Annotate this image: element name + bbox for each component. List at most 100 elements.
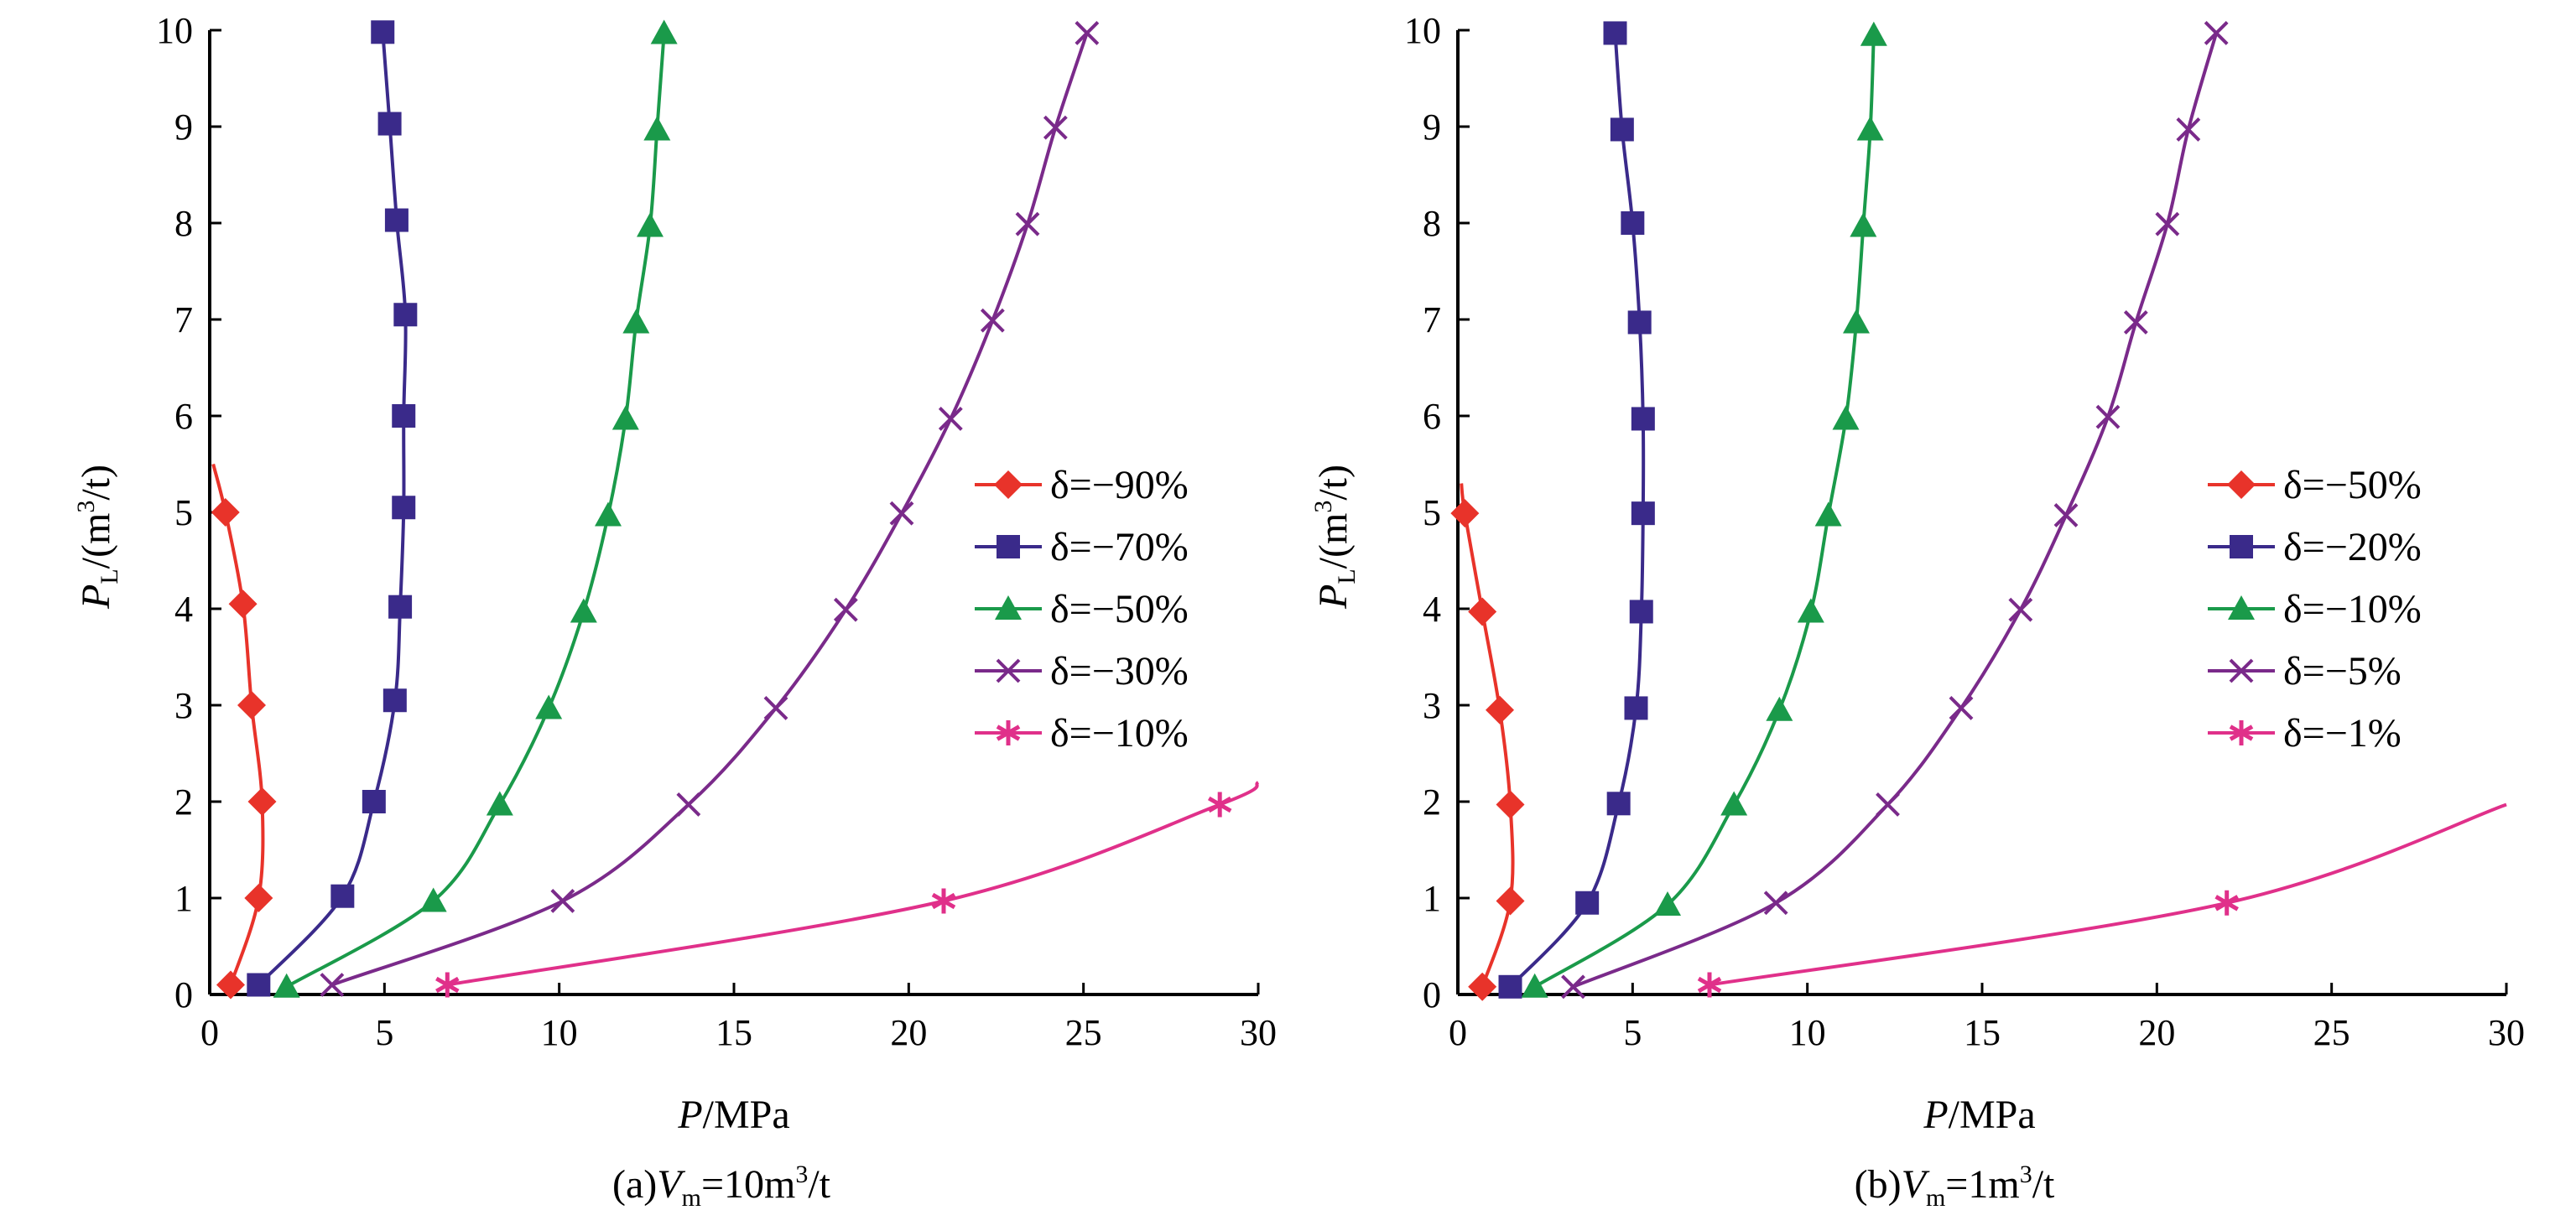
legend-label: δ=−30% — [1050, 649, 1189, 693]
data-point — [2095, 404, 2121, 429]
legend-entry: δ=−5% — [2208, 649, 2402, 693]
data-point — [2008, 597, 2033, 622]
data-point — [371, 20, 395, 44]
data-point — [1797, 598, 1824, 623]
data-point — [362, 790, 386, 813]
data-point — [1450, 499, 1480, 528]
series-line — [1709, 802, 2507, 987]
series-a-2 — [273, 19, 678, 998]
x-tick-label: 30 — [1240, 1012, 1277, 1053]
series-line — [285, 33, 666, 989]
x-tick-label: 25 — [1065, 1012, 1102, 1053]
series-a-0 — [211, 464, 277, 1000]
data-point — [228, 589, 258, 619]
y-tick-label: 1 — [1423, 878, 1441, 919]
data-point — [1207, 792, 1232, 818]
data-point — [1856, 116, 1884, 141]
data-point — [595, 501, 622, 527]
data-point — [247, 973, 271, 997]
data-point — [763, 696, 788, 720]
data-point — [643, 116, 671, 141]
plot-area-b: 0 1 2 3 4 5 6 7 8 9 10 0 5 10 15 20 25 30 δ=−50% δ=−20% δ=−1… — [1404, 10, 2525, 1053]
series-b-2 — [1521, 21, 1887, 998]
legend-entry: δ=−50% — [2208, 463, 2422, 507]
data-point — [1521, 973, 1548, 998]
data-point — [419, 887, 447, 912]
data-point — [1498, 974, 1522, 999]
series-b-3 — [1561, 21, 2229, 1000]
data-point — [1624, 696, 1648, 720]
series-b-0 — [1450, 483, 1525, 1001]
data-point — [1468, 597, 1497, 626]
data-point — [889, 501, 914, 526]
legend-marker — [2228, 595, 2255, 620]
data-point — [938, 407, 963, 431]
legend-entry: δ=−10% — [2208, 587, 2422, 631]
data-point — [1486, 695, 1514, 724]
series-b-1 — [1498, 21, 1655, 999]
legend-marker — [995, 595, 1022, 620]
data-point — [237, 691, 266, 719]
data-point — [392, 404, 416, 428]
legend-marker — [996, 658, 1021, 683]
x-tick-label: 15 — [716, 1012, 752, 1053]
y-tick-label: 5 — [1423, 492, 1441, 533]
data-point — [1610, 117, 1634, 142]
y-tick-label: 3 — [1423, 685, 1441, 726]
data-point — [622, 309, 650, 334]
data-point — [2214, 890, 2239, 916]
data-point — [2155, 211, 2180, 236]
data-point — [320, 973, 345, 997]
data-point — [1561, 974, 1585, 1000]
data-point — [1631, 501, 1655, 526]
y-tick-label: 4 — [174, 589, 193, 630]
y-tick-label: 7 — [174, 299, 193, 340]
legend-entry: δ=−70% — [975, 525, 1189, 569]
legend-entry: δ=−30% — [975, 649, 1189, 693]
data-point — [1621, 211, 1645, 235]
legend-marker — [994, 470, 1023, 499]
panel-b: 0 1 2 3 4 5 6 7 8 9 10 0 5 10 15 20 25 30 δ=−50% δ=−20% δ=−1… — [1309, 10, 2525, 1210]
data-point — [1843, 309, 1870, 334]
data-point — [1075, 21, 1100, 45]
data-point — [980, 308, 1005, 333]
data-point — [535, 694, 563, 719]
x-tick-label: 10 — [541, 1012, 578, 1053]
data-point — [833, 597, 858, 622]
legend-label: δ=−1% — [2283, 711, 2402, 756]
y-tick-label: 9 — [174, 106, 193, 148]
legend-label: δ=−10% — [2283, 587, 2422, 631]
data-point — [1860, 21, 1887, 46]
x-tick-label: 15 — [1964, 1012, 2001, 1053]
data-point — [931, 888, 956, 914]
legend-label: δ=−50% — [1050, 587, 1189, 631]
y-tick-label: 6 — [174, 396, 193, 437]
legend-label: δ=−50% — [2283, 463, 2422, 507]
data-point — [1015, 211, 1040, 236]
data-point — [382, 688, 407, 713]
legend-entry: δ=−50% — [975, 587, 1189, 631]
legend-label: δ=−20% — [2283, 525, 2422, 569]
x-tick-label: 5 — [375, 1012, 393, 1053]
y-axis-title-a: PL/(m3/t) — [72, 465, 123, 610]
data-point — [550, 889, 575, 913]
x-axis-title-a: P/MPa — [677, 1093, 789, 1137]
data-point — [637, 212, 664, 237]
legend-label: δ=−90% — [1050, 463, 1189, 507]
data-point — [1876, 792, 1900, 817]
data-point — [377, 112, 402, 136]
data-point — [1766, 696, 1793, 721]
legend-entry: δ=−10% — [975, 711, 1189, 756]
data-point — [2204, 21, 2229, 45]
legend-entry: δ=−90% — [975, 463, 1189, 507]
y-tick-label: 2 — [174, 782, 193, 823]
data-point — [388, 595, 413, 619]
data-point — [1814, 501, 1842, 527]
legend-marker — [2229, 658, 2254, 683]
y-tick-label: 4 — [1423, 589, 1441, 630]
data-point — [611, 405, 639, 430]
y-tick-label: 7 — [1423, 299, 1441, 340]
series-line — [1572, 32, 2219, 989]
y-axis-title-b: PL/(m3/t) — [1309, 465, 1361, 610]
series-b-4 — [1697, 802, 2507, 998]
